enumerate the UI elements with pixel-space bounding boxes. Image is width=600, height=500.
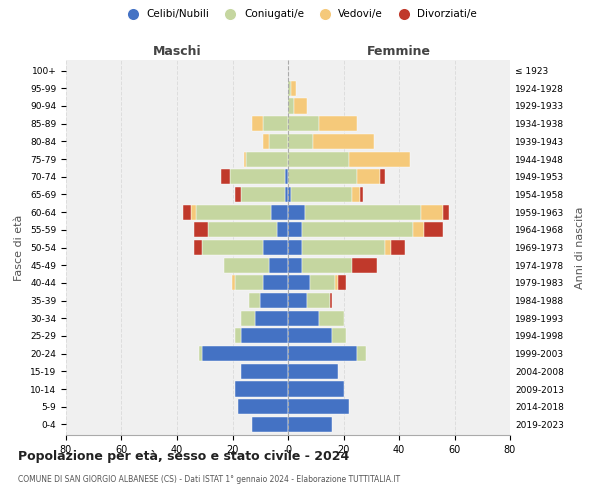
Bar (443, 204, 449, 220)
Bar (254, 310, 288, 326)
Bar (302, 258, 352, 272)
Bar (230, 169, 285, 184)
Bar (288, 328, 332, 344)
Bar (241, 310, 254, 326)
Legend: Celibi/Nubili, Coniugati/e, Vedovi/e, Divorziati/e: Celibi/Nubili, Coniugati/e, Vedovi/e, Di… (119, 5, 481, 24)
Bar (235, 276, 263, 290)
Bar (291, 187, 352, 202)
Text: COMUNE DI SAN GIORGIO ALBANESE (CS) - Dati ISTAT 1° gennaio 2024 - Elaborazione : COMUNE DI SAN GIORGIO ALBANESE (CS) - Da… (18, 475, 400, 484)
Bar (252, 116, 263, 131)
Bar (310, 276, 335, 290)
Bar (288, 258, 302, 272)
Bar (288, 364, 338, 379)
Bar (235, 328, 241, 344)
Bar (208, 222, 277, 238)
Bar (288, 81, 291, 96)
Bar (391, 240, 404, 255)
Bar (319, 310, 343, 326)
Bar (196, 204, 271, 220)
Bar (319, 116, 358, 131)
Bar (360, 187, 363, 202)
Bar (302, 222, 413, 238)
Bar (352, 187, 360, 202)
Bar (232, 276, 235, 290)
Bar (358, 346, 366, 361)
Y-axis label: Anni di nascita: Anni di nascita (575, 206, 585, 289)
Bar (385, 240, 391, 255)
Bar (293, 98, 307, 114)
Bar (305, 204, 421, 220)
Bar (277, 222, 288, 238)
Bar (202, 240, 263, 255)
Bar (182, 204, 191, 220)
Bar (194, 222, 208, 238)
Bar (288, 169, 358, 184)
Bar (288, 134, 313, 149)
Text: Femmine: Femmine (367, 45, 431, 58)
Bar (285, 169, 288, 184)
Bar (288, 222, 302, 238)
Bar (413, 222, 424, 238)
Bar (335, 276, 338, 290)
Bar (288, 399, 349, 414)
Bar (238, 399, 288, 414)
Bar (349, 152, 410, 166)
Bar (271, 204, 288, 220)
Bar (302, 240, 385, 255)
Bar (285, 187, 288, 202)
Bar (307, 293, 329, 308)
Bar (221, 169, 230, 184)
Bar (288, 310, 319, 326)
Bar (288, 346, 358, 361)
Bar (263, 116, 288, 131)
Bar (235, 187, 241, 202)
Bar (288, 204, 305, 220)
Bar (199, 346, 202, 361)
Bar (249, 293, 260, 308)
Bar (288, 276, 310, 290)
Bar (288, 152, 349, 166)
Bar (380, 169, 385, 184)
Text: Maschi: Maschi (152, 45, 202, 58)
Bar (358, 169, 380, 184)
Bar (332, 328, 346, 344)
Bar (244, 152, 247, 166)
Bar (241, 364, 288, 379)
Bar (288, 293, 307, 308)
Bar (263, 134, 269, 149)
Bar (288, 240, 302, 255)
Bar (241, 187, 285, 202)
Bar (241, 328, 288, 344)
Bar (288, 116, 319, 131)
Bar (247, 152, 288, 166)
Bar (313, 134, 374, 149)
Bar (235, 382, 288, 396)
Bar (288, 98, 293, 114)
Y-axis label: Fasce di età: Fasce di età (14, 214, 25, 280)
Bar (421, 204, 443, 220)
Bar (191, 204, 196, 220)
Bar (288, 417, 332, 432)
Bar (263, 276, 288, 290)
Bar (329, 293, 332, 308)
Bar (352, 258, 377, 272)
Bar (338, 276, 346, 290)
Bar (260, 293, 288, 308)
Text: Popolazione per età, sesso e stato civile - 2024: Popolazione per età, sesso e stato civil… (18, 450, 349, 463)
Bar (424, 222, 443, 238)
Bar (252, 417, 288, 432)
Bar (224, 258, 269, 272)
Bar (269, 258, 288, 272)
Bar (291, 81, 296, 96)
Bar (263, 240, 288, 255)
Bar (194, 240, 202, 255)
Bar (269, 134, 288, 149)
Bar (288, 187, 291, 202)
Bar (288, 382, 343, 396)
Bar (202, 346, 288, 361)
